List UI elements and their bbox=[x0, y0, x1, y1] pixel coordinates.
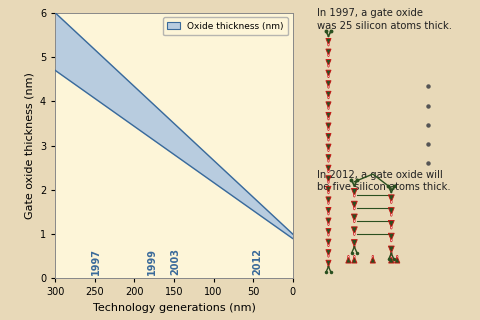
Polygon shape bbox=[326, 133, 331, 140]
Polygon shape bbox=[55, 13, 293, 239]
Legend: Oxide thickness (nm): Oxide thickness (nm) bbox=[163, 17, 288, 35]
Text: In 2012, a gate oxide will
be five silicon atoms thick.: In 2012, a gate oxide will be five silic… bbox=[317, 170, 451, 192]
Circle shape bbox=[328, 234, 329, 236]
Polygon shape bbox=[389, 257, 394, 263]
Y-axis label: Gate oxide thickness (nm): Gate oxide thickness (nm) bbox=[24, 72, 35, 219]
Circle shape bbox=[328, 181, 329, 183]
Text: 1999: 1999 bbox=[147, 248, 157, 275]
Polygon shape bbox=[326, 207, 331, 214]
Circle shape bbox=[328, 117, 329, 120]
Polygon shape bbox=[326, 112, 331, 119]
Polygon shape bbox=[326, 197, 331, 203]
Circle shape bbox=[328, 170, 329, 173]
Polygon shape bbox=[326, 176, 331, 182]
Polygon shape bbox=[388, 220, 394, 228]
Circle shape bbox=[328, 107, 329, 109]
Circle shape bbox=[353, 220, 355, 223]
Polygon shape bbox=[326, 123, 331, 129]
Polygon shape bbox=[351, 188, 357, 196]
Circle shape bbox=[328, 202, 329, 204]
Circle shape bbox=[328, 128, 329, 131]
Polygon shape bbox=[326, 38, 331, 45]
Polygon shape bbox=[326, 49, 331, 55]
Circle shape bbox=[328, 191, 329, 194]
Polygon shape bbox=[346, 257, 351, 263]
Circle shape bbox=[354, 255, 355, 258]
Circle shape bbox=[328, 265, 329, 268]
Circle shape bbox=[372, 255, 373, 258]
Circle shape bbox=[328, 255, 329, 257]
Circle shape bbox=[328, 139, 329, 141]
Polygon shape bbox=[326, 91, 331, 98]
Text: 1997: 1997 bbox=[91, 248, 101, 275]
Polygon shape bbox=[326, 228, 331, 235]
Polygon shape bbox=[326, 70, 331, 76]
Circle shape bbox=[391, 255, 392, 258]
Polygon shape bbox=[388, 233, 394, 240]
X-axis label: Technology generations (nm): Technology generations (nm) bbox=[93, 303, 255, 313]
Text: 2012: 2012 bbox=[252, 248, 262, 275]
Circle shape bbox=[328, 86, 329, 88]
Circle shape bbox=[328, 212, 329, 215]
Polygon shape bbox=[326, 239, 331, 245]
Polygon shape bbox=[326, 60, 331, 66]
Text: In 1997, a gate oxide
was 25 silicon atoms thick.: In 1997, a gate oxide was 25 silicon ato… bbox=[317, 8, 452, 31]
Circle shape bbox=[396, 255, 398, 258]
Polygon shape bbox=[351, 214, 357, 221]
Circle shape bbox=[328, 54, 329, 57]
Circle shape bbox=[328, 149, 329, 152]
Circle shape bbox=[390, 201, 392, 204]
Circle shape bbox=[353, 207, 355, 210]
Polygon shape bbox=[326, 81, 331, 87]
Polygon shape bbox=[326, 155, 331, 161]
Circle shape bbox=[328, 75, 329, 78]
Circle shape bbox=[390, 239, 392, 242]
Circle shape bbox=[353, 245, 355, 248]
Circle shape bbox=[353, 194, 355, 197]
Circle shape bbox=[328, 44, 329, 46]
Polygon shape bbox=[326, 218, 331, 224]
Polygon shape bbox=[351, 240, 357, 247]
Circle shape bbox=[390, 226, 392, 229]
Circle shape bbox=[353, 233, 355, 236]
Polygon shape bbox=[326, 165, 331, 172]
Circle shape bbox=[390, 252, 392, 255]
Circle shape bbox=[328, 65, 329, 67]
Polygon shape bbox=[395, 257, 400, 263]
Polygon shape bbox=[352, 257, 357, 263]
Polygon shape bbox=[326, 186, 331, 193]
Circle shape bbox=[390, 213, 392, 216]
Circle shape bbox=[328, 160, 329, 162]
Polygon shape bbox=[370, 257, 375, 263]
Polygon shape bbox=[351, 227, 357, 234]
Circle shape bbox=[328, 223, 329, 226]
Text: 2003: 2003 bbox=[170, 248, 180, 275]
Polygon shape bbox=[326, 250, 331, 256]
Circle shape bbox=[328, 244, 329, 247]
Polygon shape bbox=[326, 102, 331, 108]
Circle shape bbox=[348, 255, 349, 258]
Circle shape bbox=[328, 96, 329, 99]
Polygon shape bbox=[326, 144, 331, 150]
Polygon shape bbox=[351, 201, 357, 208]
Polygon shape bbox=[326, 260, 331, 267]
Polygon shape bbox=[388, 246, 394, 253]
Polygon shape bbox=[388, 195, 394, 202]
Polygon shape bbox=[388, 208, 394, 215]
